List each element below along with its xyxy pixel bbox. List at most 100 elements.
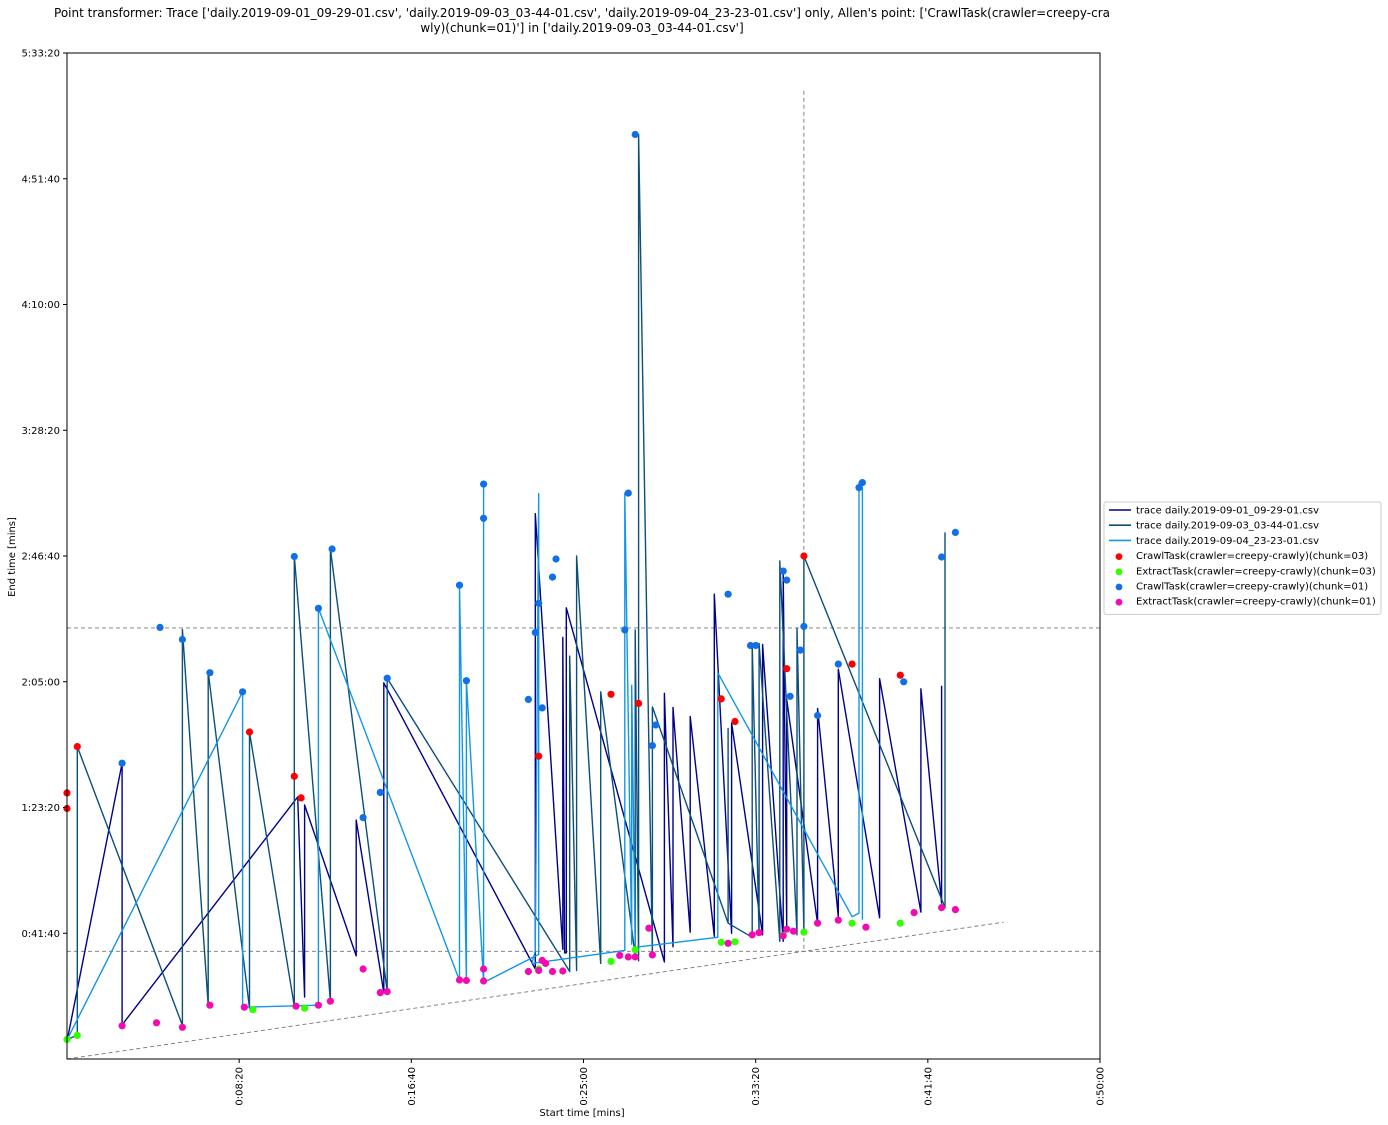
data-point-3-32 bbox=[786, 692, 794, 700]
data-point-3-14 bbox=[480, 480, 488, 488]
data-point-4-2 bbox=[152, 1019, 161, 1027]
y-tick-label-1: 0:41:40 bbox=[21, 929, 60, 940]
data-point-4-11 bbox=[383, 988, 391, 996]
data-point-4-14 bbox=[480, 977, 488, 985]
data-point-4-35 bbox=[862, 923, 870, 931]
data-point-1-8 bbox=[607, 690, 615, 698]
scatter-series-1 bbox=[63, 552, 904, 813]
x-tick-label-6: 0:50:00 bbox=[1096, 1067, 1107, 1106]
data-point-1-11 bbox=[731, 717, 739, 726]
data-point-1-14 bbox=[848, 660, 856, 668]
data-point-1-7 bbox=[535, 752, 543, 760]
legend-label-points-1: CrawlTask(crawler=creepy-crawly)(chunk=0… bbox=[1136, 551, 1368, 562]
data-point-3-2 bbox=[156, 623, 164, 632]
data-point-3-4 bbox=[206, 669, 214, 677]
data-point-4-5 bbox=[240, 1003, 248, 1011]
data-point-3-22 bbox=[621, 626, 629, 634]
legend-label-points-2: ExtractTask(crawler=creepy-crawly)(chunk… bbox=[1136, 566, 1376, 577]
data-point-1-3 bbox=[73, 743, 81, 751]
data-point-2-7 bbox=[631, 946, 639, 954]
data-point-3-11 bbox=[383, 674, 391, 682]
x-tick-label-3: 0:25:00 bbox=[579, 1067, 590, 1106]
trace-line-3 bbox=[66, 481, 864, 1041]
data-point-3-29 bbox=[752, 641, 760, 650]
x-tick-label-5: 0:41:40 bbox=[923, 1067, 934, 1106]
data-point-3-27 bbox=[724, 590, 732, 598]
task-points bbox=[63, 130, 960, 1043]
data-point-4-25 bbox=[645, 924, 653, 932]
y-tick-label-3: 2:05:00 bbox=[21, 677, 60, 688]
y-tick-label-7: 4:51:40 bbox=[21, 174, 60, 185]
data-point-3-3 bbox=[178, 635, 186, 644]
data-point-3-28 bbox=[746, 641, 755, 650]
data-point-3-9 bbox=[359, 814, 367, 822]
data-point-4-32 bbox=[789, 927, 798, 935]
data-point-1-13 bbox=[800, 552, 808, 560]
data-point-3-26 bbox=[652, 721, 660, 729]
data-point-3-35 bbox=[814, 711, 822, 720]
data-point-2-11 bbox=[800, 928, 808, 936]
data-point-4-38 bbox=[951, 906, 960, 914]
x-tick-label-4: 0:33:20 bbox=[751, 1067, 762, 1106]
x-axis-ticks: 0:08:20 0:16:40 0:25:00 0:33:20 0:41:40 0:50:… bbox=[235, 1059, 1107, 1106]
trace-line-1 bbox=[66, 513, 943, 1042]
data-point-2-3 bbox=[249, 1006, 257, 1014]
data-point-3-34 bbox=[800, 622, 808, 631]
data-point-4-22 bbox=[616, 951, 624, 960]
data-point-3-40 bbox=[938, 553, 946, 561]
data-point-3-16 bbox=[524, 695, 533, 704]
data-point-2-9 bbox=[731, 938, 739, 946]
data-point-4-4 bbox=[206, 1001, 214, 1009]
data-point-2-2 bbox=[73, 1031, 81, 1039]
data-point-3-17 bbox=[531, 628, 539, 637]
data-point-4-36 bbox=[910, 909, 918, 917]
data-point-4-12 bbox=[455, 976, 464, 984]
legend-label-line-2: trace daily.2019-09-03_03-44-01.csv bbox=[1136, 521, 1319, 532]
data-point-4-19 bbox=[542, 959, 550, 968]
plot-area bbox=[63, 52, 1101, 1060]
x-axis-label: Start time [mins] bbox=[539, 1108, 624, 1119]
data-point-4-8 bbox=[326, 997, 334, 1005]
data-point-2-13 bbox=[896, 919, 904, 927]
y-tick-label-6: 4:10:00 bbox=[21, 300, 60, 311]
legend-label-points-3: CrawlTask(crawler=creepy-crawly)(chunk=0… bbox=[1136, 582, 1368, 593]
data-point-3-30 bbox=[779, 567, 787, 575]
data-point-4-20 bbox=[548, 967, 557, 976]
data-point-4-27 bbox=[724, 939, 732, 947]
data-point-3-13 bbox=[462, 677, 470, 685]
data-point-1-15 bbox=[896, 671, 904, 679]
data-point-4-9 bbox=[359, 965, 367, 973]
data-point-3-39 bbox=[900, 678, 908, 686]
data-point-3-12 bbox=[455, 581, 464, 589]
data-point-4-31 bbox=[783, 925, 791, 933]
legend-label-points-4: ExtractTask(crawler=creepy-crawly)(chunk… bbox=[1136, 597, 1376, 608]
legend-marker-4 bbox=[1115, 598, 1123, 606]
data-point-4-23 bbox=[624, 953, 632, 961]
data-point-3-1 bbox=[118, 759, 126, 767]
legend: trace daily.2019-09-01_09-29-01.csvtrace… bbox=[1103, 501, 1382, 615]
data-point-4-30 bbox=[779, 932, 787, 940]
data-point-4-16 bbox=[524, 967, 533, 976]
data-point-2-4 bbox=[301, 1004, 309, 1012]
data-point-3-25 bbox=[648, 742, 657, 750]
data-point-4-33 bbox=[814, 919, 822, 927]
y-tick-label-4: 2:46:40 bbox=[21, 552, 60, 563]
x-tick-label-2: 0:16:40 bbox=[407, 1067, 418, 1106]
data-point-3-41 bbox=[951, 528, 960, 537]
data-point-3-15 bbox=[480, 514, 488, 522]
y-axis-ticks: 0:41:40 1:23:20 2:05:00 2:46:40 3:28:20 4:10:… bbox=[21, 49, 67, 940]
data-point-3-7 bbox=[314, 604, 322, 612]
chart-title-line-2: wly)(chunk=01)'] in ['daily.2019-09-03_0… bbox=[420, 21, 743, 35]
data-point-3-19 bbox=[538, 704, 546, 712]
data-point-1-5 bbox=[290, 772, 298, 780]
trace-lines bbox=[66, 133, 946, 1042]
data-point-4-1 bbox=[118, 1022, 126, 1030]
data-point-4-3 bbox=[178, 1023, 186, 1031]
data-point-3-24 bbox=[631, 130, 639, 139]
data-point-4-6 bbox=[292, 1002, 300, 1010]
data-point-3-38 bbox=[858, 479, 867, 487]
data-point-2-8 bbox=[717, 938, 725, 946]
data-point-4-26 bbox=[648, 951, 657, 959]
data-point-2-6 bbox=[607, 957, 615, 966]
data-point-3-18 bbox=[535, 599, 543, 607]
